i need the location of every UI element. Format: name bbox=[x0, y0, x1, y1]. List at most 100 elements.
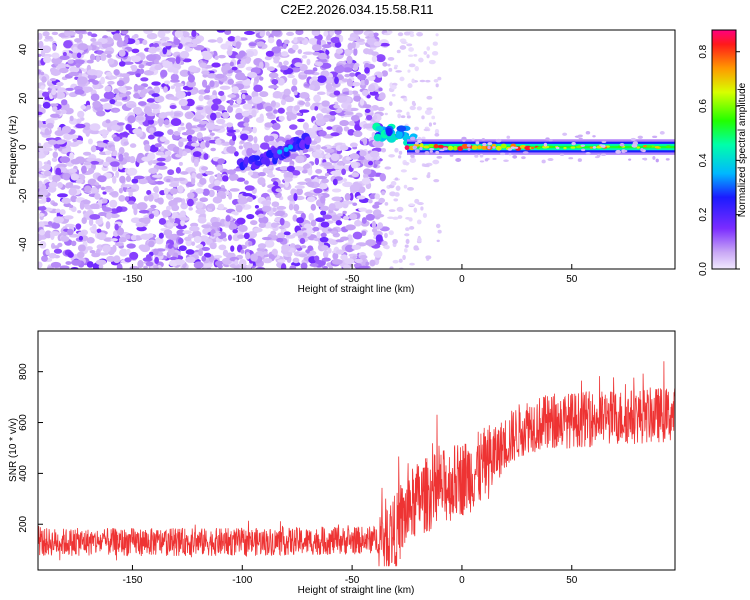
spectrogram-cell bbox=[406, 43, 413, 47]
spectrogram-cell bbox=[192, 151, 202, 158]
spectrogram-cell bbox=[75, 30, 86, 35]
spectrogram-cell bbox=[41, 45, 52, 54]
spectrogram-cell bbox=[125, 175, 132, 182]
spectrogram-cell bbox=[322, 214, 333, 220]
spectrogram-cell bbox=[381, 240, 388, 247]
spectrogram-cell bbox=[55, 140, 65, 145]
spectrogram-cell bbox=[43, 55, 52, 64]
spectrogram-cell bbox=[57, 182, 63, 189]
spectrogram-cell bbox=[331, 86, 336, 92]
spectrogram-cell bbox=[481, 138, 486, 141]
spectrogram-cell bbox=[119, 73, 131, 78]
spectrogram-cell bbox=[162, 47, 168, 55]
spectrogram-cell bbox=[349, 72, 356, 77]
spectrogram-cell bbox=[652, 135, 658, 139]
spectrogram-cell bbox=[409, 157, 417, 163]
spectrogram-cell bbox=[294, 185, 305, 190]
spectrogram-cell bbox=[50, 113, 60, 118]
spectrogram-cell bbox=[104, 150, 112, 156]
spectrogram-cell bbox=[46, 122, 54, 129]
spectrogram-cell bbox=[339, 35, 344, 43]
spectrogram-cell bbox=[134, 39, 140, 46]
spectrogram-cell bbox=[482, 142, 487, 147]
spectrogram-cell bbox=[371, 220, 377, 229]
spectrogram-cell bbox=[361, 177, 371, 185]
spectrogram-cell bbox=[575, 145, 582, 149]
spectrogram-cell bbox=[155, 237, 164, 245]
spectrogram-cell bbox=[184, 32, 190, 38]
spectrogram-cell bbox=[304, 178, 312, 182]
spectrogram-cell bbox=[416, 106, 422, 111]
spectrogram-cell bbox=[52, 245, 60, 249]
spectrogram-cell bbox=[196, 202, 204, 209]
spectrogram-cell bbox=[115, 170, 120, 178]
spectrogram-cell bbox=[506, 135, 511, 139]
spectrogram-cell bbox=[543, 142, 548, 147]
spectrogram-cell bbox=[329, 30, 335, 36]
spectrogram-cell bbox=[244, 185, 255, 191]
spectrogram-cell bbox=[375, 125, 384, 132]
spectrogram-cell bbox=[173, 82, 184, 87]
spectrogram-cell bbox=[116, 227, 125, 236]
spectrogram-cell bbox=[296, 217, 305, 224]
spectrogram-cell bbox=[52, 202, 58, 207]
spectrogram-cell bbox=[315, 168, 323, 174]
spectrogram-cell bbox=[201, 246, 211, 251]
spectrogram-cell bbox=[53, 216, 65, 224]
spectrogram-cell bbox=[47, 221, 53, 225]
spectrogram-cell bbox=[170, 118, 182, 127]
spectrogram-cell bbox=[140, 77, 149, 82]
spectrogram-cell bbox=[94, 182, 99, 186]
spectrogram-cell bbox=[268, 72, 279, 79]
spectrogram-cell bbox=[335, 249, 345, 255]
spectrogram-cell bbox=[238, 259, 247, 268]
spectrogram-cell bbox=[374, 193, 380, 200]
spectrogram-cell bbox=[548, 145, 553, 149]
spectrogram-cell bbox=[167, 57, 177, 62]
spectrogram-cell bbox=[107, 80, 115, 85]
spectrogram-cell bbox=[154, 64, 162, 71]
spectrogram-cell bbox=[361, 89, 369, 97]
snr-x-axis-label: Height of straight line (km) bbox=[298, 585, 415, 596]
snr-x-tick-label: -150 bbox=[122, 575, 142, 586]
spectrogram-cell bbox=[298, 253, 308, 257]
spectrogram-cell bbox=[286, 165, 295, 172]
spectrogram-cell bbox=[335, 48, 344, 54]
spectrogram-cell bbox=[306, 181, 315, 188]
spectrogram-cell bbox=[186, 80, 197, 88]
spectrogram-cell bbox=[40, 124, 48, 128]
spectrogram-cell bbox=[396, 49, 401, 54]
spectrogram-cell bbox=[364, 108, 371, 113]
spectrogram-cell bbox=[86, 104, 92, 110]
spectrogram-cell bbox=[106, 212, 112, 220]
spectrogram-cell bbox=[347, 105, 352, 112]
spectrogram-cell bbox=[196, 131, 203, 139]
spectrogram-cell bbox=[457, 146, 464, 151]
spectrogram-cell bbox=[224, 30, 232, 36]
snr-y-tick-label: 400 bbox=[18, 465, 29, 482]
spectrogram-cell bbox=[158, 112, 168, 119]
spectrogram-cell bbox=[217, 158, 225, 165]
spectrogram-cell bbox=[422, 212, 427, 218]
spectrogram-cell bbox=[646, 145, 653, 148]
spectrogram-cell bbox=[492, 146, 496, 149]
spectrogram-cell bbox=[153, 86, 161, 94]
spectrogram-cell bbox=[116, 206, 123, 213]
spectrogram-cell bbox=[201, 224, 212, 229]
spectrogram-cell bbox=[201, 263, 213, 268]
spectrogram-cell bbox=[262, 167, 269, 174]
spectrogram-cell bbox=[409, 33, 415, 38]
spectrogram-cell bbox=[133, 175, 145, 180]
spectrogram-cell bbox=[351, 244, 361, 250]
spectrogram-cell bbox=[38, 160, 43, 168]
spectrogram-cell bbox=[216, 164, 224, 171]
spectrogram-cell bbox=[38, 104, 42, 108]
spectrogram-cell bbox=[146, 112, 156, 117]
spectrogram-cell bbox=[353, 30, 364, 35]
spectrogram-cell bbox=[200, 141, 206, 150]
spectrogram-cell bbox=[231, 86, 239, 94]
spectrogram-cell bbox=[205, 170, 214, 175]
spectrogram-cell bbox=[421, 115, 425, 120]
spectrogram-cell bbox=[347, 234, 353, 242]
spectrogram-cell bbox=[426, 174, 431, 179]
